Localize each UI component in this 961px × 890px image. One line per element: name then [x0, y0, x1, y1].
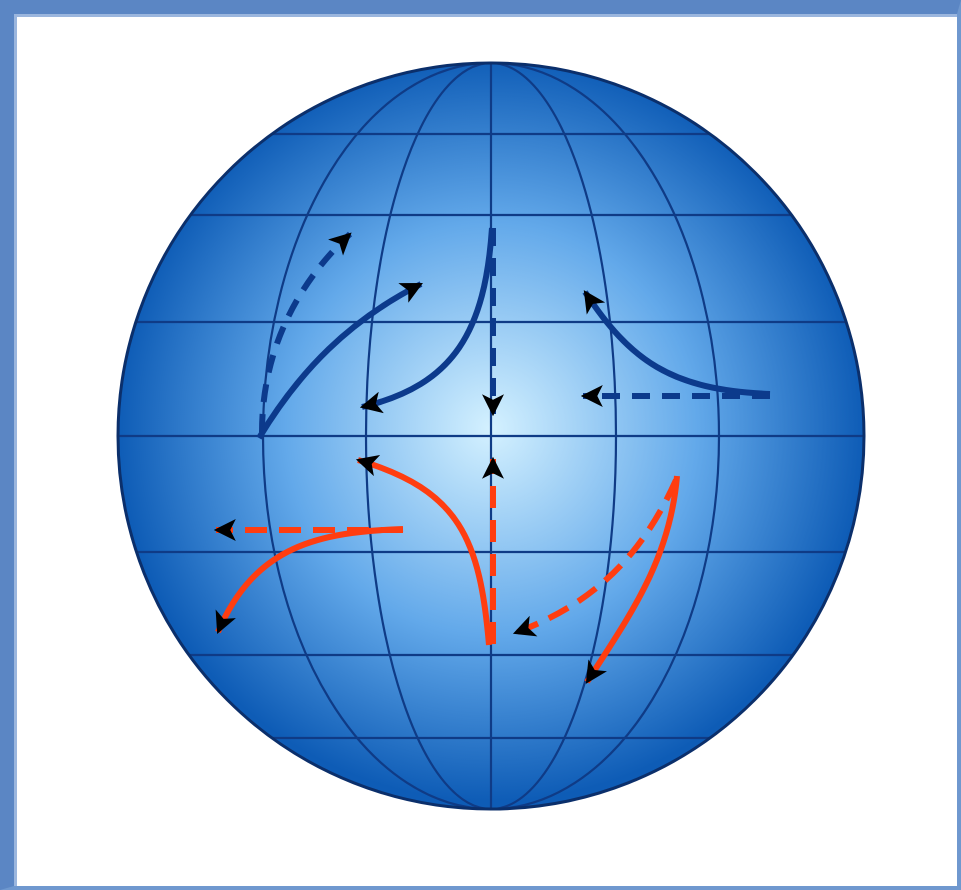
north-arrow-dashed-upper-left: [259, 231, 353, 433]
south-arrow-dashed-right: [512, 478, 679, 637]
north-hemisphere-arrows: [256, 227, 771, 440]
globe-grid: [118, 63, 864, 809]
south-arrow-solid-right: [584, 475, 680, 684]
globe-outline: [116, 61, 866, 811]
south-hemisphere-arrows: [213, 455, 680, 684]
north-arrow-solid-right: [582, 290, 771, 397]
meridian-line: [364, 63, 618, 809]
south-arrow-solid-center: [355, 455, 492, 646]
north-arrow-solid-left: [256, 281, 423, 440]
north-arrow-solid-center: [359, 227, 495, 414]
south-arrow-solid-left: [215, 526, 404, 635]
